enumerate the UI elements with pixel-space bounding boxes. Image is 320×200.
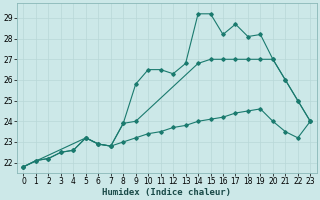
X-axis label: Humidex (Indice chaleur): Humidex (Indice chaleur)	[102, 188, 231, 197]
